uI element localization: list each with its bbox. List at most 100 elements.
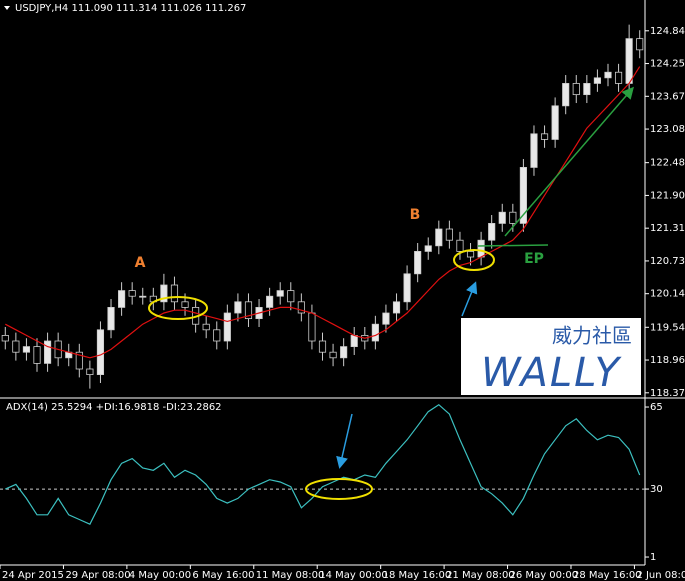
x-tick-label: 4 May 00:00 — [129, 570, 191, 581]
candle-body — [424, 245, 432, 252]
y-tick-label: 118.375 — [650, 388, 685, 399]
x-tick-label: 14 May 00:00 — [319, 570, 388, 581]
candle-body — [128, 290, 136, 297]
candle-body — [318, 340, 327, 353]
candle-body — [530, 133, 538, 168]
y-tick-label: 121.900 — [650, 190, 685, 201]
candle-body — [44, 340, 52, 364]
marks: 124.840 124.255 123.670 123.085 122.485 121.9… — [0, 24, 685, 581]
candle-body — [435, 228, 443, 247]
series-line — [5, 403, 641, 525]
candle-body — [414, 251, 422, 275]
candle-body — [466, 251, 475, 258]
series-line — [5, 66, 641, 359]
x-tick-label: 2 Jun 08:00 — [636, 570, 685, 581]
x-tick-label: 6 May 16:00 — [192, 570, 254, 581]
candle-body — [583, 83, 591, 96]
candle-body — [266, 295, 274, 308]
candle-body — [223, 312, 231, 342]
candle-body — [340, 346, 348, 359]
candle-body — [562, 83, 570, 107]
candle-body — [477, 239, 485, 258]
candle-body — [382, 312, 390, 325]
candle-body — [636, 38, 644, 51]
x-tick-label: 21 May 08:00 — [446, 570, 515, 581]
candle-body — [614, 71, 623, 84]
y-tick-label: 123.670 — [650, 91, 685, 102]
watermark-box — [461, 318, 641, 395]
candle-body — [297, 301, 305, 314]
candle-body — [213, 329, 221, 342]
y-tick-label: 122.485 — [650, 158, 685, 169]
y-tick-label: 124.840 — [650, 26, 685, 37]
candle-body — [625, 38, 633, 84]
candle-body — [86, 368, 94, 376]
candle-body — [96, 329, 105, 376]
candle-body — [181, 301, 189, 308]
candle-body — [551, 105, 559, 140]
x-tick-label: 29 Apr 08:00 — [65, 570, 130, 581]
candle-body — [75, 351, 83, 370]
entry-line — [477, 244, 549, 247]
indicator-title: ADX(14) 25.5294 +DI:16.9818 -DI:23.2862 — [6, 402, 222, 413]
arrow — [461, 281, 478, 317]
x-tick-label: 24 Apr 2015 — [2, 570, 64, 581]
candle-body — [371, 323, 379, 342]
candle-body — [276, 290, 284, 297]
x-tick-label: 26 May 00:00 — [510, 570, 579, 581]
y-tick-label: 124.255 — [650, 59, 685, 70]
annotation: B — [410, 207, 421, 223]
candle-body — [604, 71, 612, 79]
candle-body — [572, 83, 580, 96]
highlight-ellipse — [148, 296, 208, 320]
candle-body — [244, 301, 253, 320]
x-tick-label: 28 May 16:00 — [573, 570, 642, 581]
candle-body — [519, 167, 527, 224]
highlight-ellipse — [453, 249, 495, 271]
candle-body — [488, 223, 496, 241]
y-tick-label: 120.145 — [650, 289, 685, 300]
x-tick-label: 18 May 16:00 — [383, 570, 452, 581]
candle-body — [392, 301, 401, 314]
candle-body — [403, 273, 411, 303]
candle-body — [498, 211, 506, 224]
candle-body — [350, 335, 358, 348]
watermark-logo: WALLY — [481, 350, 623, 396]
candle-body — [234, 301, 242, 314]
candle-body — [1, 335, 9, 342]
y-tick-label: 121.315 — [650, 223, 685, 234]
annotation: A — [135, 255, 146, 271]
candle-body — [160, 284, 168, 303]
candle-body — [540, 133, 549, 140]
candle-body — [118, 290, 126, 308]
y-tick-label: 120.730 — [650, 256, 685, 267]
candle-body — [287, 290, 295, 303]
candle-body — [170, 284, 179, 303]
watermark-text: 威力社區 — [552, 324, 632, 348]
candle-body — [308, 312, 316, 342]
candle-body — [456, 239, 464, 252]
chart-title: USDJPY,H4 111.090 111.314 111.026 111.26… — [15, 3, 246, 14]
arrow — [336, 413, 353, 469]
candle-body — [12, 340, 20, 353]
candle-body — [445, 228, 453, 241]
candle-body — [139, 295, 147, 298]
x-tick-label: 11 May 08:00 — [256, 570, 325, 581]
y-tick-label: 118.960 — [650, 355, 685, 366]
y-tick-label: 30 — [650, 484, 663, 495]
y-tick-label: 1 — [650, 552, 656, 563]
y-tick-label: 119.545 — [650, 322, 685, 333]
candle-body — [329, 351, 337, 359]
candle-body — [22, 346, 31, 353]
candle-body — [202, 323, 210, 331]
candle-body — [593, 77, 601, 84]
y-tick-label: 123.085 — [650, 124, 685, 135]
candle-body — [33, 346, 41, 364]
arrow — [504, 86, 634, 237]
annotation: EP — [524, 251, 544, 267]
y-tick-label: 65 — [650, 402, 663, 413]
highlight-ellipse — [305, 478, 373, 500]
